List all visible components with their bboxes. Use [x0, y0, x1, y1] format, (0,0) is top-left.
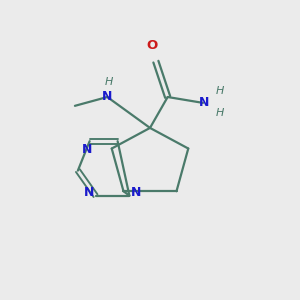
Text: N: N	[84, 186, 94, 199]
Text: N: N	[102, 91, 112, 103]
Text: H: H	[216, 108, 224, 118]
Text: N: N	[82, 143, 92, 156]
Text: N: N	[131, 186, 141, 199]
Text: H: H	[216, 86, 224, 96]
Text: O: O	[147, 39, 158, 52]
Text: N: N	[199, 96, 210, 110]
Text: H: H	[105, 77, 113, 87]
